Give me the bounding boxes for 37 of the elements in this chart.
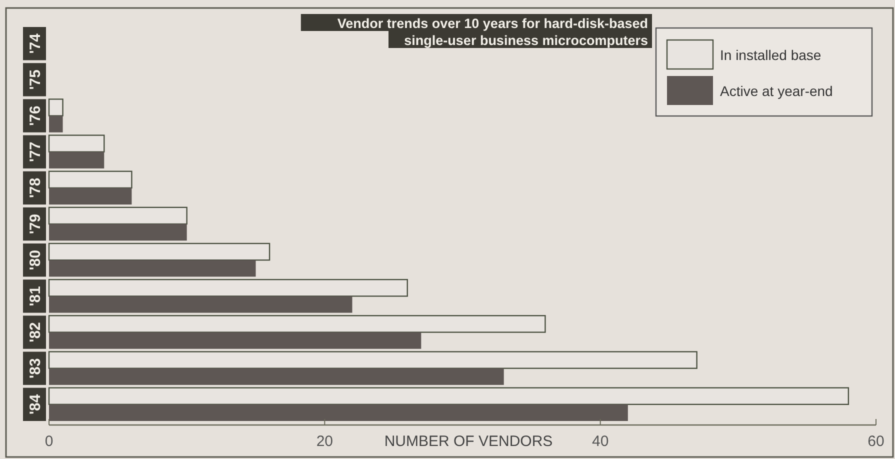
y-tick-label: '76 [27, 106, 44, 126]
y-tick-label: '79 [27, 214, 44, 234]
chart-title: Vendor trends over 10 years for hard-disk-based single-user business microcomputers [337, 16, 648, 48]
bar [49, 224, 187, 241]
bar [49, 152, 104, 168]
x-tick-label: 20 [316, 433, 334, 450]
legend-label: Active at year-end [720, 83, 833, 99]
x-tick-label: 40 [592, 433, 609, 450]
x-axis-title: NUMBER OF VENDORS [384, 433, 553, 450]
bar [48, 387, 850, 406]
bar [48, 134, 105, 152]
bar [48, 98, 64, 116]
bar [48, 242, 270, 261]
bar [49, 404, 628, 421]
y-tick-label: '74 [27, 32, 44, 54]
bar [49, 260, 256, 277]
legend-label: In installed base [720, 47, 822, 63]
bar [48, 315, 546, 333]
y-tick-label: '75 [27, 70, 44, 90]
bar [48, 351, 698, 369]
y-tick-label: '77 [27, 142, 44, 162]
bar [49, 368, 504, 385]
bar [48, 170, 132, 189]
bar [48, 278, 408, 297]
bar [48, 206, 188, 225]
bar [49, 332, 422, 349]
x-tick-label: 60 [868, 433, 884, 450]
bar [49, 188, 132, 205]
y-tick-label: '81 [27, 286, 44, 306]
bar [49, 296, 352, 313]
y-tick-label: '82 [27, 322, 44, 342]
y-tick-label: '84 [27, 394, 44, 415]
y-tick-label: '78 [27, 178, 44, 198]
x-tick-label: 0 [44, 433, 54, 450]
y-tick-label: '80 [27, 250, 44, 270]
y-tick-label: '83 [27, 358, 44, 378]
bar [49, 116, 63, 132]
